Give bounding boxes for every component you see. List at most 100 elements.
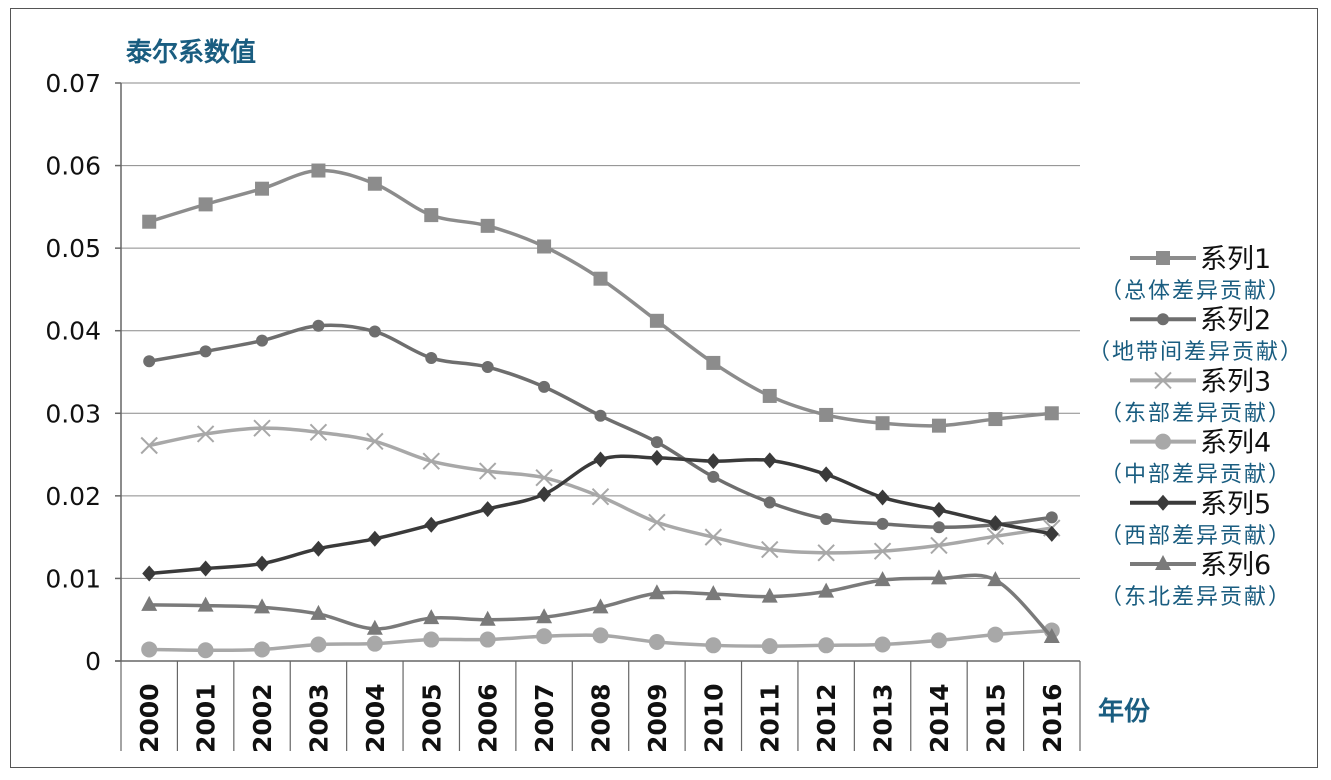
legend-label-4: 系列4 xyxy=(1200,428,1271,459)
y-tick-label: 0.03 xyxy=(45,399,101,428)
y-tick-label: 0 xyxy=(85,647,101,676)
legend-marker-6 xyxy=(1155,555,1171,570)
x-tick-label: 2003 xyxy=(304,683,333,753)
data-point-series-3 xyxy=(930,536,948,555)
data-point-series-6 xyxy=(254,598,271,614)
x-axis-title: 年份 xyxy=(1098,696,1150,727)
x-tick-label: 2015 xyxy=(981,683,1010,753)
legend-marker-4 xyxy=(1155,433,1171,450)
data-point-series-4 xyxy=(874,636,891,653)
data-point-series-1 xyxy=(424,208,439,223)
data-point-series-5 xyxy=(142,565,157,582)
data-point-series-6 xyxy=(310,604,327,620)
x-tick-label: 2011 xyxy=(756,683,785,753)
x-tick-label: 2010 xyxy=(699,683,728,753)
data-point-series-2 xyxy=(368,325,381,338)
y-tick-label: 0.07 xyxy=(45,69,101,98)
data-point-series-6 xyxy=(705,585,722,601)
data-point-series-2 xyxy=(256,334,269,347)
data-point-series-4 xyxy=(930,632,947,649)
data-point-series-6 xyxy=(987,571,1004,587)
data-point-series-4 xyxy=(648,634,665,651)
data-point-series-1 xyxy=(931,418,946,433)
data-point-series-2 xyxy=(707,470,720,483)
x-tick-label: 2009 xyxy=(643,683,672,753)
data-point-series-2 xyxy=(538,380,551,393)
legend-note-4: （中部差异贡献） xyxy=(1100,463,1292,488)
data-point-series-3 xyxy=(253,419,271,437)
y-tick-label: 0.02 xyxy=(45,482,101,511)
y-tick-label: 0.05 xyxy=(45,234,101,263)
data-point-series-3 xyxy=(761,540,779,559)
data-point-series-4 xyxy=(987,626,1004,643)
x-tick-label: 2016 xyxy=(1038,683,1067,753)
data-point-series-3 xyxy=(591,487,610,506)
y-tick-label: 0.06 xyxy=(45,152,101,181)
legend-marker-5 xyxy=(1156,494,1170,511)
data-point-series-6 xyxy=(366,619,383,635)
data-point-series-2 xyxy=(481,361,494,374)
data-point-series-6 xyxy=(423,609,440,625)
data-point-series-4 xyxy=(705,637,722,654)
x-tick-label: 2005 xyxy=(417,683,446,753)
data-point-series-5 xyxy=(706,453,721,470)
data-point-series-6 xyxy=(818,582,835,598)
data-point-series-3 xyxy=(366,432,384,451)
data-point-series-6 xyxy=(141,595,158,611)
data-point-series-6 xyxy=(648,584,665,600)
data-point-series-3 xyxy=(309,423,328,441)
data-point-series-2 xyxy=(143,355,156,368)
data-point-series-1 xyxy=(255,181,270,196)
legend-note-5: （西部差异贡献） xyxy=(1100,524,1292,549)
x-tick-label: 2012 xyxy=(812,683,841,753)
data-point-series-5 xyxy=(875,489,890,506)
legend-note-6: （东北差异贡献） xyxy=(1100,585,1292,610)
data-point-series-5 xyxy=(1044,525,1059,542)
chart-frame xyxy=(10,8,1318,768)
data-point-series-4 xyxy=(479,631,496,648)
data-point-series-5 xyxy=(762,452,777,469)
data-point-series-4 xyxy=(254,641,271,658)
data-point-series-3 xyxy=(817,544,835,562)
y-tick-label: 0.01 xyxy=(45,564,101,593)
data-point-series-3 xyxy=(535,468,553,487)
data-point-series-3 xyxy=(873,542,892,560)
data-point-series-5 xyxy=(255,555,270,572)
legend-note-1: （总体差异贡献） xyxy=(1100,279,1292,304)
data-point-series-3 xyxy=(140,436,158,455)
data-point-series-1 xyxy=(819,407,834,422)
data-point-series-2 xyxy=(763,496,776,509)
data-point-series-4 xyxy=(761,638,778,655)
x-tick-label: 2008 xyxy=(587,683,616,753)
legend-marker-1 xyxy=(1156,251,1170,265)
data-point-series-4 xyxy=(818,637,835,654)
x-tick-label: 2004 xyxy=(361,683,390,753)
legend-marker-2 xyxy=(1157,313,1169,326)
data-point-series-5 xyxy=(931,501,946,518)
data-point-series-3 xyxy=(196,425,215,443)
data-point-series-4 xyxy=(197,642,214,659)
data-point-series-1 xyxy=(142,214,157,229)
data-point-series-2 xyxy=(876,517,889,530)
data-point-series-6 xyxy=(930,569,947,585)
series-line-1 xyxy=(148,168,1052,428)
data-point-series-2 xyxy=(650,436,663,449)
series-line-5 xyxy=(149,454,1053,576)
data-point-series-1 xyxy=(649,313,664,328)
series-line-3 xyxy=(148,426,1053,555)
data-point-series-6 xyxy=(761,587,778,603)
data-point-series-1 xyxy=(311,163,326,178)
legend-marker-3 xyxy=(1154,371,1172,390)
data-point-series-1 xyxy=(367,176,382,191)
data-point-series-4 xyxy=(536,628,553,645)
data-point-series-6 xyxy=(536,608,553,624)
data-point-series-5 xyxy=(593,451,608,468)
x-tick-label: 2002 xyxy=(248,683,277,753)
data-point-series-3 xyxy=(648,513,666,531)
data-point-series-3 xyxy=(704,528,723,546)
data-point-series-2 xyxy=(932,521,945,534)
data-point-series-6 xyxy=(592,598,609,614)
data-point-series-1 xyxy=(988,412,1003,427)
data-point-series-6 xyxy=(479,610,496,626)
